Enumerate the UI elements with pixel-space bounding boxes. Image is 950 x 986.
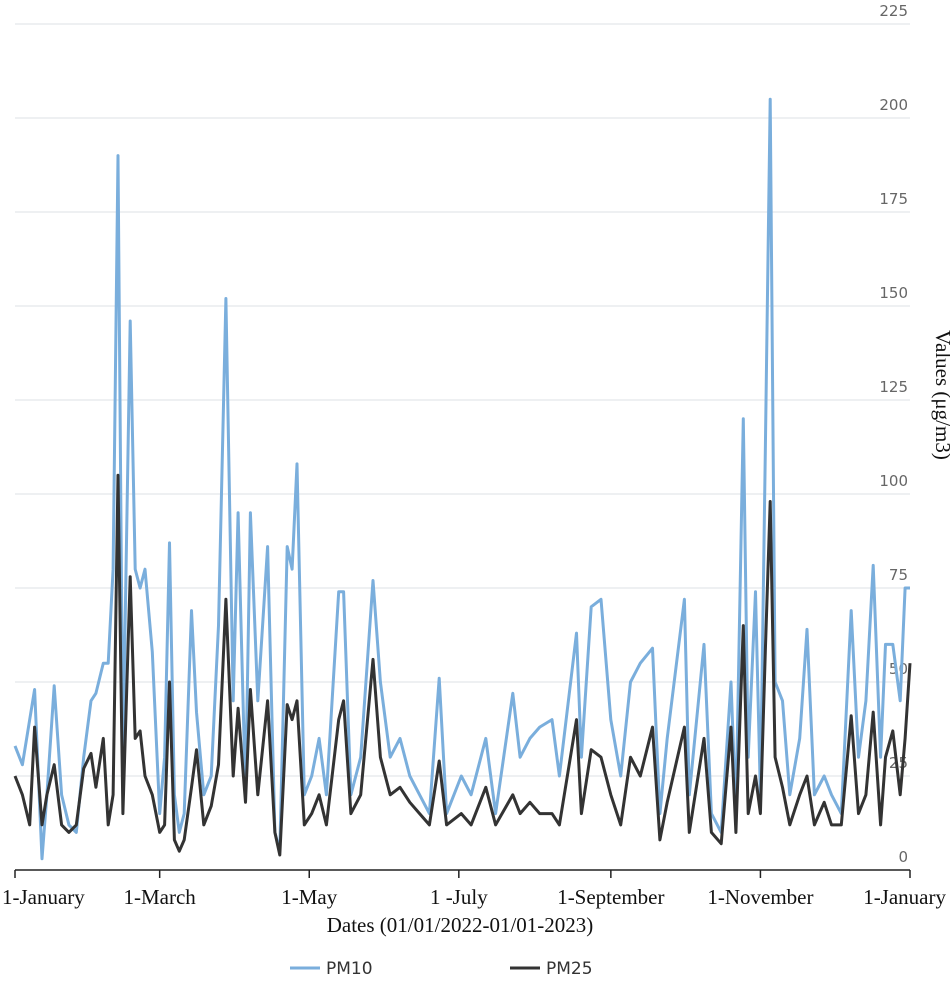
y-tick-label: 150 [879, 284, 908, 302]
y-tick-label: 0 [898, 848, 908, 866]
line-pm10 [13, 97, 910, 861]
y-tick-label: 200 [879, 96, 908, 114]
x-tick-label: 1-January [2, 885, 85, 909]
legend-label: PM25 [546, 959, 593, 979]
line-pm25 [13, 473, 912, 857]
y-tick-label: 100 [879, 472, 908, 490]
y-tick-label: 125 [879, 378, 908, 396]
y-axis-label: Values (μg/m3) [931, 330, 950, 460]
legend-label: PM10 [326, 959, 373, 979]
x-tick-label: 1-May [281, 885, 337, 909]
y-tick-label: 75 [889, 566, 908, 584]
y-tick-label: 175 [879, 190, 908, 208]
x-tick-label: 1 -July [430, 885, 488, 909]
x-tick-label: 1-March [124, 885, 197, 909]
y-tick-label: 225 [879, 2, 908, 20]
x-tick-label: 1-September [557, 885, 664, 909]
y-tick-label: 50 [889, 660, 908, 678]
x-axis-label: Dates (01/01/2022-01/01-2023) [327, 913, 594, 937]
x-tick-label: 1-January [863, 885, 946, 909]
x-tick-label: 1-November [707, 885, 813, 909]
